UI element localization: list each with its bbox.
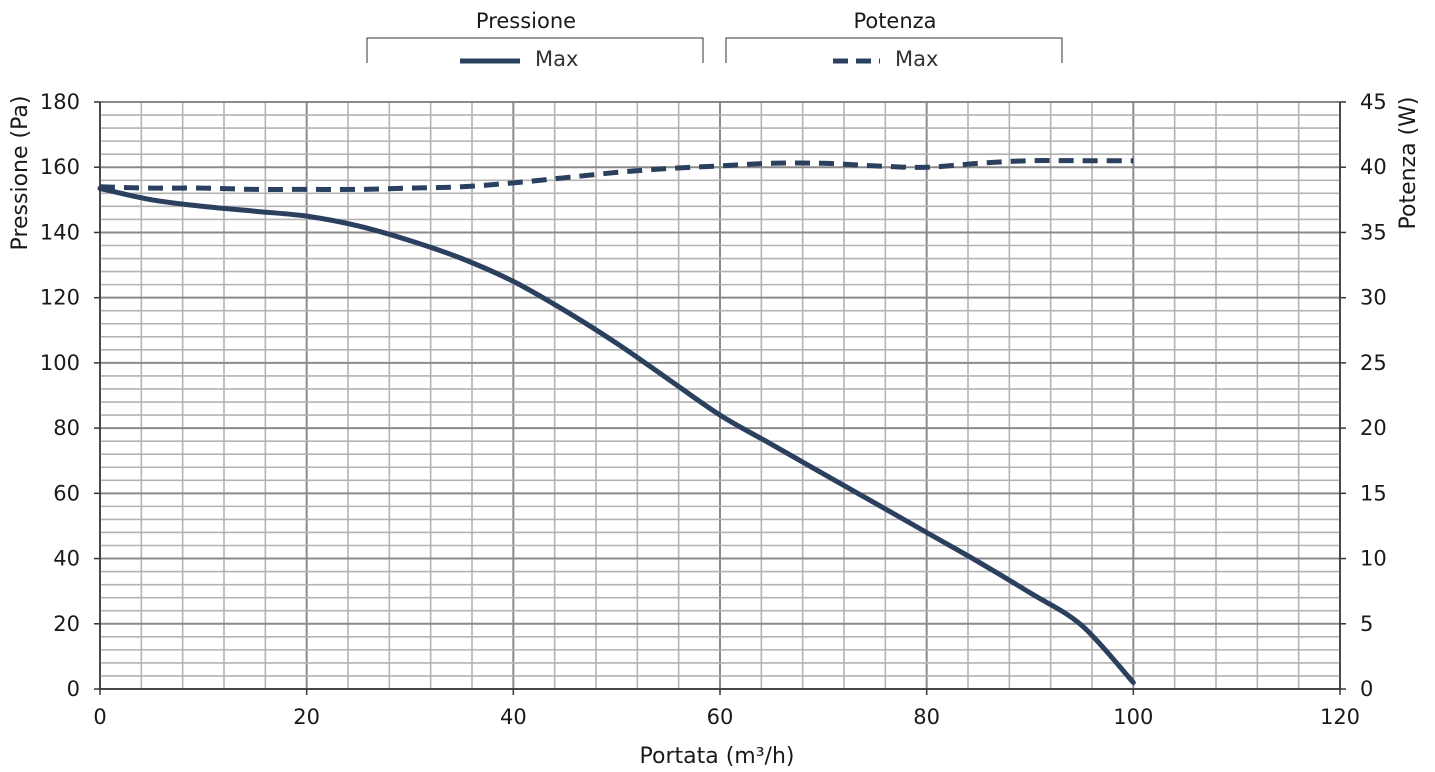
y2-tick-label: 25 — [1360, 351, 1387, 375]
legend-label: Max — [895, 47, 938, 71]
y2-tick-label: 15 — [1360, 481, 1387, 505]
legend-group-title: Potenza — [853, 9, 936, 33]
y2-tick-label: 5 — [1360, 612, 1373, 636]
y-tick-label: 60 — [53, 481, 80, 505]
y-tick-label: 100 — [40, 351, 80, 375]
y2-axis-title: Potenza (W) — [1396, 97, 1421, 230]
y2-tick-label: 10 — [1360, 547, 1387, 571]
y-tick-label: 160 — [40, 155, 80, 179]
y-tick-label: 140 — [40, 220, 80, 244]
axes: 0 20 40 60 80 100 1200204060801001201401601800… — [40, 90, 1387, 729]
x-tick-label: 100 — [1113, 705, 1153, 729]
y2-tick-label: 35 — [1360, 220, 1387, 244]
x-axis-title: Portata (m³/h) — [640, 744, 795, 769]
legend-group-bracket — [366, 37, 704, 63]
legend-group-title: Pressione — [476, 9, 576, 33]
y2-tick-label: 30 — [1360, 286, 1387, 310]
y2-tick-label: 45 — [1360, 90, 1387, 114]
y-tick-label: 0 — [67, 677, 80, 701]
x-tick-label: 60 — [707, 705, 734, 729]
series-line-potenza-max — [99, 158, 1134, 192]
x-tick-label: 120 — [1320, 705, 1360, 729]
y2-tick-label: 0 — [1360, 677, 1373, 701]
y2-tick-label: 40 — [1360, 155, 1387, 179]
x-tick-label: 40 — [500, 705, 527, 729]
legend-label: Max — [535, 47, 578, 71]
y-tick-label: 40 — [53, 547, 80, 571]
y-tick-label: 180 — [40, 90, 80, 114]
grid — [99, 101, 1341, 690]
legend: Pressione Max Potenza Max — [366, 9, 1063, 71]
legend-group-bracket — [725, 37, 1063, 63]
y-axis-title: Pressione (Pa) — [8, 96, 33, 251]
series-layer — [97, 158, 1136, 685]
series-line-pressione-max — [97, 185, 1136, 685]
x-tick-label: 80 — [913, 705, 940, 729]
y-tick-label: 80 — [53, 416, 80, 440]
y-tick-label: 120 — [40, 286, 80, 310]
y-tick-label: 20 — [53, 612, 80, 636]
x-tick-label: 0 — [93, 705, 106, 729]
y2-tick-label: 20 — [1360, 416, 1387, 440]
x-tick-label: 20 — [293, 705, 320, 729]
